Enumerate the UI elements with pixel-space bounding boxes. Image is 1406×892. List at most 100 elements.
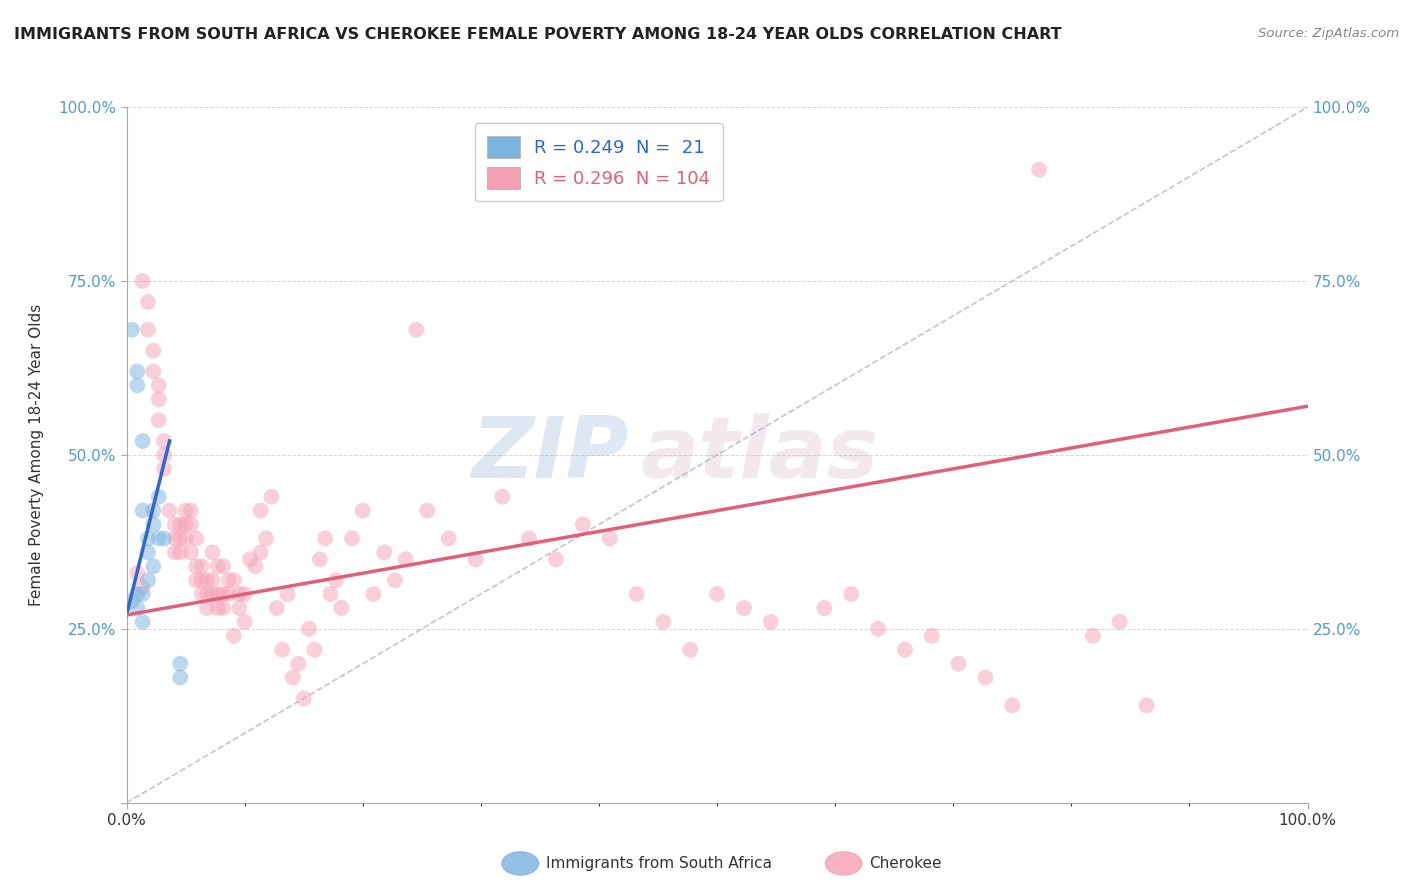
Point [131,615,153,629]
Point [517,532,540,546]
Point [948,657,970,671]
Point [180,503,202,517]
Point [304,642,326,657]
Point [174,503,197,517]
Point [599,532,621,546]
Point [679,642,702,657]
Point [839,587,862,601]
Point [142,503,165,517]
Point [868,622,890,636]
Point [180,545,202,559]
Point [201,545,224,559]
Point [233,615,256,629]
Point [373,545,395,559]
Point [1135,698,1157,713]
Point [212,587,235,601]
Point [298,622,321,636]
Point [308,552,330,566]
Point [287,657,309,671]
Point [340,532,363,546]
Point [1108,615,1130,629]
Point [142,559,165,574]
Point [127,601,149,615]
Point [218,573,240,587]
Point [894,642,917,657]
Point [127,587,149,601]
Point [121,594,143,608]
Point [626,587,648,601]
Point [572,517,595,532]
Point [228,601,250,615]
Point [195,587,218,601]
Point [218,587,240,601]
Point [314,532,336,546]
Text: Immigrants from South Africa: Immigrants from South Africa [546,856,772,871]
Point [201,587,224,601]
Point [706,587,728,601]
Point [195,601,218,615]
Point [131,580,153,594]
Point [416,503,439,517]
Point [266,601,288,615]
Point [190,587,212,601]
Point [180,517,202,532]
Point [352,503,374,517]
Point [136,545,159,559]
Point [131,434,153,448]
Point [148,392,170,407]
Point [169,545,191,559]
Point [212,559,235,574]
Point [153,532,176,546]
Point [207,601,229,615]
Point [148,378,170,392]
Point [325,573,347,587]
Point [148,532,170,546]
Point [330,601,353,615]
Point [733,601,755,615]
Point [228,587,250,601]
Point [186,573,208,587]
Point [222,573,245,587]
Point [277,587,299,601]
Point [759,615,782,629]
Point [464,552,486,566]
Text: IMMIGRANTS FROM SOUTH AFRICA VS CHEROKEE FEMALE POVERTY AMONG 18-24 YEAR OLDS CO: IMMIGRANTS FROM SOUTH AFRICA VS CHEROKEE… [14,27,1062,42]
Point [245,559,267,574]
Point [169,532,191,546]
Point [142,517,165,532]
Point [281,671,304,685]
Point [163,517,186,532]
Text: Cherokee: Cherokee [869,856,942,871]
Point [384,573,406,587]
Point [148,490,170,504]
Point [405,323,427,337]
Point [974,671,997,685]
Point [491,490,513,504]
Point [222,629,245,643]
Point [131,274,153,288]
Point [207,587,229,601]
Point [190,573,212,587]
Point [239,552,262,566]
Point [169,671,191,685]
Point [153,448,176,462]
Point [163,545,186,559]
Point [142,364,165,378]
Point [813,601,835,615]
Point [395,552,418,566]
Point [159,503,181,517]
Point [1081,629,1104,643]
Point [652,615,675,629]
Point [148,413,170,427]
Point [153,434,176,448]
Point [233,587,256,601]
Text: ZIP: ZIP [471,413,628,497]
Point [271,642,294,657]
Point [121,323,143,337]
Point [186,559,208,574]
Point [127,378,149,392]
Point [921,629,943,643]
Point [131,503,153,517]
Point [1001,698,1024,713]
Point [195,573,218,587]
